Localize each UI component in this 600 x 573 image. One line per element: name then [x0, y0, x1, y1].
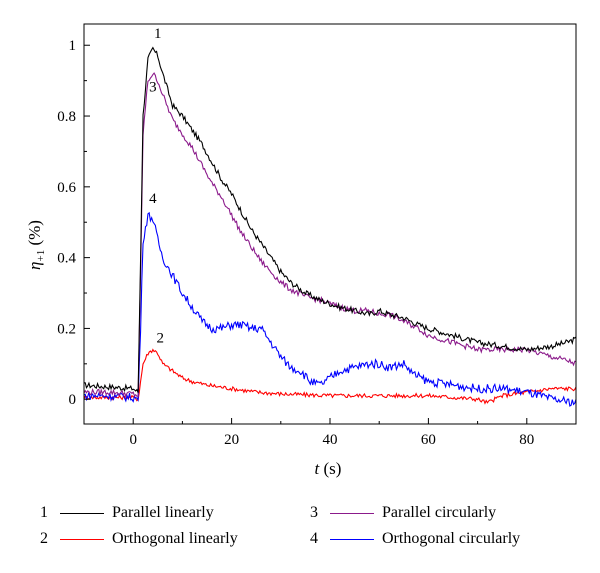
legend-swatch — [60, 538, 104, 540]
legend-swatch — [60, 512, 104, 514]
curve-label-3: 3 — [149, 79, 157, 95]
legend-number: 2 — [40, 530, 48, 547]
x-axis-ticks: 0 20 40 60 80 — [83, 418, 577, 448]
series-line-4 — [83, 211, 577, 407]
legend-label: Parallel linearly — [112, 504, 214, 521]
y-tick-label: 0 — [69, 392, 77, 408]
legend-item-4: 4 Orthogonal circularly — [310, 530, 520, 548]
series-line-2 — [83, 348, 577, 405]
legend-number: 1 — [40, 504, 48, 521]
y-axis-ticks: 0 0.2 0.4 0.6 0.8 1 — [57, 38, 90, 408]
x-tick-label: 40 — [323, 432, 338, 448]
x-tick-label: 0 — [129, 432, 137, 448]
curve-label-2: 2 — [157, 331, 165, 347]
series-line-1 — [83, 46, 577, 393]
legend-label: Orthogonal circularly — [382, 530, 521, 547]
legend-item-3: 3 Parallel circularly — [310, 504, 496, 522]
series-line-3 — [83, 72, 577, 398]
y-tick-label: 0.2 — [57, 321, 76, 337]
x-axis-title: t (s) — [315, 459, 342, 478]
legend-swatch — [330, 512, 374, 514]
curve-labels: 1 2 3 4 — [149, 26, 164, 346]
y-tick-label: 0.4 — [57, 251, 76, 267]
legend: 1 Parallel linearly 2 Orthogonal linearl… — [40, 500, 600, 560]
x-tick-label: 60 — [421, 432, 436, 448]
legend-item-1: 1 Parallel linearly — [40, 504, 214, 522]
x-tick-label: 80 — [519, 432, 534, 448]
y-tick-label: 0.8 — [57, 109, 76, 125]
legend-item-2: 2 Orthogonal linearly — [40, 530, 238, 548]
curve-label-1: 1 — [154, 26, 162, 42]
x-tick-label: 20 — [224, 432, 239, 448]
legend-number: 4 — [310, 530, 318, 547]
legend-label: Parallel circularly — [382, 504, 497, 521]
y-tick-label: 0.6 — [57, 180, 76, 196]
curves — [83, 46, 577, 407]
y-axis-title: η+1 (%) — [25, 220, 47, 270]
y-tick-label: 1 — [69, 38, 77, 54]
curve-label-4: 4 — [149, 191, 157, 207]
legend-swatch — [330, 538, 374, 540]
legend-number: 3 — [310, 504, 318, 521]
legend-label: Orthogonal linearly — [112, 530, 238, 547]
